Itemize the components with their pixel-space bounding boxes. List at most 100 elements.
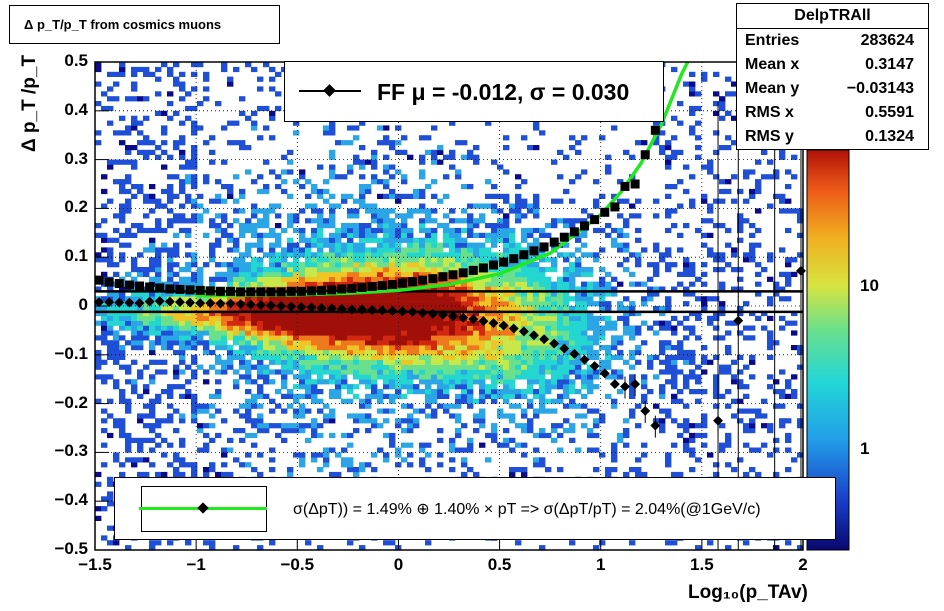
heatmap-cell bbox=[101, 306, 108, 312]
heatmap-cell bbox=[323, 188, 330, 195]
heatmap-cell bbox=[593, 198, 600, 204]
sigma-point bbox=[640, 150, 650, 160]
heatmap-cell bbox=[485, 257, 492, 263]
heatmap-cell bbox=[449, 267, 456, 273]
heatmap-cell bbox=[659, 130, 666, 136]
heatmap-cell bbox=[629, 301, 636, 307]
heatmap-cell bbox=[311, 340, 318, 346]
heatmap-cell bbox=[383, 232, 390, 238]
heatmap-cell bbox=[317, 213, 324, 219]
heatmap-cell bbox=[425, 330, 432, 336]
heatmap-cell bbox=[503, 237, 510, 243]
heatmap-cell bbox=[101, 296, 108, 302]
heatmap-cell bbox=[185, 340, 192, 346]
heatmap-cell bbox=[635, 140, 642, 146]
heatmap-cell bbox=[635, 423, 642, 429]
heatmap-cell bbox=[173, 340, 180, 346]
heatmap-cell bbox=[431, 252, 438, 258]
heatmap-cell bbox=[479, 218, 486, 224]
heatmap-cell bbox=[533, 349, 540, 356]
heatmap-cell bbox=[383, 193, 390, 199]
heatmap-cell bbox=[353, 340, 360, 346]
heatmap-cell bbox=[395, 237, 402, 243]
heatmap-cell bbox=[197, 423, 204, 429]
heatmap-cell bbox=[503, 198, 510, 204]
heatmap-cell bbox=[317, 408, 324, 414]
heatmap-cell bbox=[119, 462, 126, 468]
heatmap-cell bbox=[365, 271, 372, 277]
heatmap-cell bbox=[371, 349, 378, 356]
heatmap-cell bbox=[641, 340, 648, 346]
heatmap-cell bbox=[581, 242, 588, 248]
heatmap-cell bbox=[119, 257, 126, 263]
mean-point bbox=[266, 300, 276, 311]
heatmap-cell bbox=[521, 389, 528, 395]
heatmap-cell bbox=[281, 423, 288, 429]
heatmap-cell bbox=[395, 462, 402, 468]
heatmap-cell bbox=[593, 330, 600, 336]
heatmap-cell bbox=[545, 354, 552, 360]
heatmap-cell bbox=[341, 281, 348, 287]
heatmap-cell bbox=[311, 384, 318, 390]
heatmap-cell bbox=[245, 276, 252, 282]
heatmap-cell bbox=[347, 267, 354, 273]
heatmap-cell bbox=[755, 208, 762, 214]
heatmap-cell bbox=[161, 62, 168, 68]
heatmap-cell bbox=[455, 301, 462, 307]
heatmap-cell bbox=[167, 188, 174, 195]
heatmap-cell bbox=[269, 335, 276, 341]
y-tick-label: −0.3 bbox=[54, 441, 88, 461]
heatmap-cell bbox=[341, 340, 348, 346]
heatmap-cell bbox=[719, 223, 726, 229]
sigma-point bbox=[387, 280, 397, 290]
heatmap-cell bbox=[701, 423, 708, 429]
heatmap-cell bbox=[131, 320, 138, 326]
heatmap-cell bbox=[527, 359, 534, 365]
heatmap-cell bbox=[239, 140, 246, 146]
heatmap-cell bbox=[407, 335, 414, 341]
heatmap-cell bbox=[353, 198, 360, 204]
heatmap-cell bbox=[269, 169, 276, 175]
heatmap-cell bbox=[443, 306, 450, 312]
heatmap-cell bbox=[269, 110, 276, 116]
heatmap-cell bbox=[233, 237, 240, 243]
heatmap-cell bbox=[143, 457, 150, 463]
heatmap-cell bbox=[317, 276, 324, 282]
heatmap-cell bbox=[323, 130, 330, 136]
heatmap-cell bbox=[515, 306, 522, 312]
heatmap-cell bbox=[527, 286, 534, 292]
heatmap-cell bbox=[719, 257, 726, 263]
heatmap-cell bbox=[581, 413, 588, 419]
heatmap-cell bbox=[689, 267, 696, 273]
heatmap-cell bbox=[143, 403, 150, 409]
heatmap-cell bbox=[755, 179, 762, 185]
heatmap-cell bbox=[503, 374, 510, 380]
heatmap-cell bbox=[359, 301, 366, 307]
heatmap-cell bbox=[689, 271, 696, 277]
heatmap-cell bbox=[269, 369, 276, 375]
heatmap-cell bbox=[221, 306, 228, 312]
heatmap-cell bbox=[545, 369, 552, 375]
heatmap-cell bbox=[353, 345, 360, 351]
heatmap-cell bbox=[233, 340, 240, 346]
heatmap-cell bbox=[125, 403, 132, 409]
mean-point bbox=[579, 354, 590, 365]
sigma-point bbox=[620, 181, 630, 191]
heatmap-cell bbox=[407, 291, 414, 297]
heatmap-cell bbox=[611, 237, 618, 243]
heatmap-cell bbox=[227, 325, 234, 331]
heatmap-cell bbox=[365, 418, 372, 424]
heatmap-cell bbox=[293, 130, 300, 136]
heatmap-cell bbox=[749, 169, 756, 175]
heatmap-cell bbox=[131, 81, 138, 87]
heatmap-cell bbox=[629, 349, 636, 356]
heatmap-cell bbox=[455, 330, 462, 336]
heatmap-cell bbox=[221, 315, 228, 321]
heatmap-cell bbox=[467, 310, 474, 317]
heatmap-cell bbox=[107, 491, 114, 497]
heatmap-cell bbox=[263, 349, 270, 356]
heatmap-cell bbox=[293, 349, 300, 356]
heatmap-cell bbox=[371, 262, 378, 268]
heatmap-cell bbox=[419, 252, 426, 258]
heatmap-cell bbox=[593, 467, 600, 473]
